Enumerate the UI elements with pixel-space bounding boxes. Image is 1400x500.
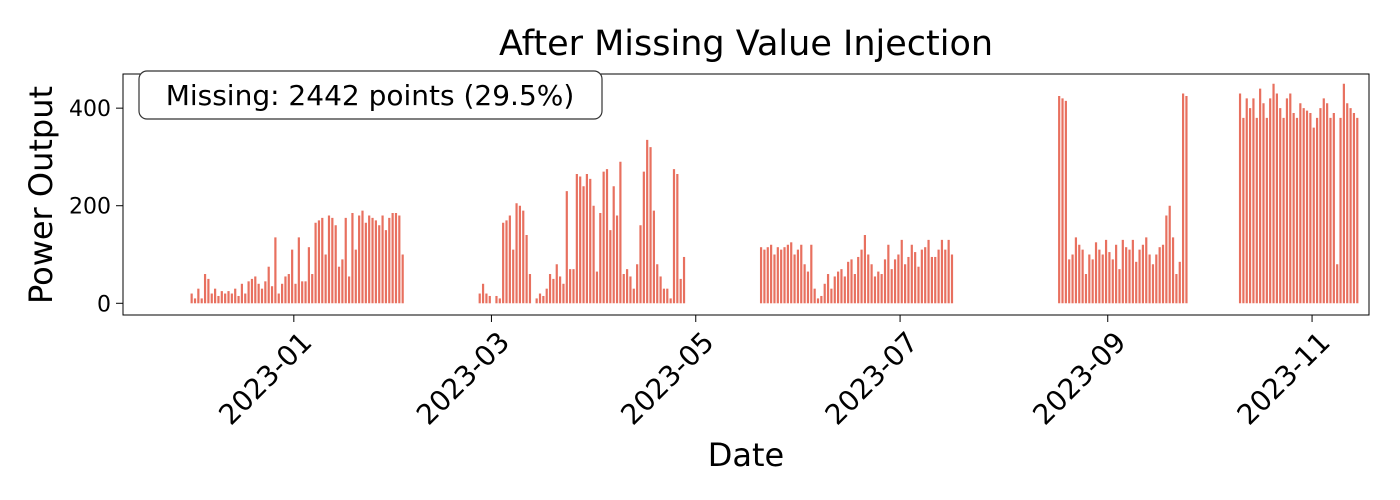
x-tick-label: 2023-05 <box>614 325 720 431</box>
y-tick-label: 400 <box>69 97 111 122</box>
x-axis-label: Date <box>708 436 784 474</box>
power-output-series <box>190 83 1359 304</box>
annotation-box <box>138 70 603 120</box>
chart-title: After Missing Value Injection <box>499 24 993 64</box>
missing-annotation: Missing: 2442 points (29.5%) <box>138 70 603 120</box>
y-tick-label: 0 <box>97 292 111 317</box>
plot-frame <box>122 73 1370 316</box>
x-tick-label: 2023-11 <box>1231 325 1337 431</box>
x-tick-label: 2023-07 <box>819 325 925 431</box>
x-axis-ticks: 2023-01 2023-03 2023-05 2023-07 2023-09 2023-… <box>212 315 1337 431</box>
y-axis-ticks: 0 200 400 <box>69 97 123 317</box>
x-tick-label: 2023-09 <box>1026 325 1132 431</box>
x-tick-label: 2023-01 <box>212 325 318 431</box>
y-tick-label: 200 <box>69 195 111 220</box>
x-tick-label: 2023-03 <box>410 325 516 431</box>
y-axis-label: Power Output <box>22 86 60 304</box>
annotation-text: Missing: 2442 points (29.5%) <box>166 79 575 112</box>
